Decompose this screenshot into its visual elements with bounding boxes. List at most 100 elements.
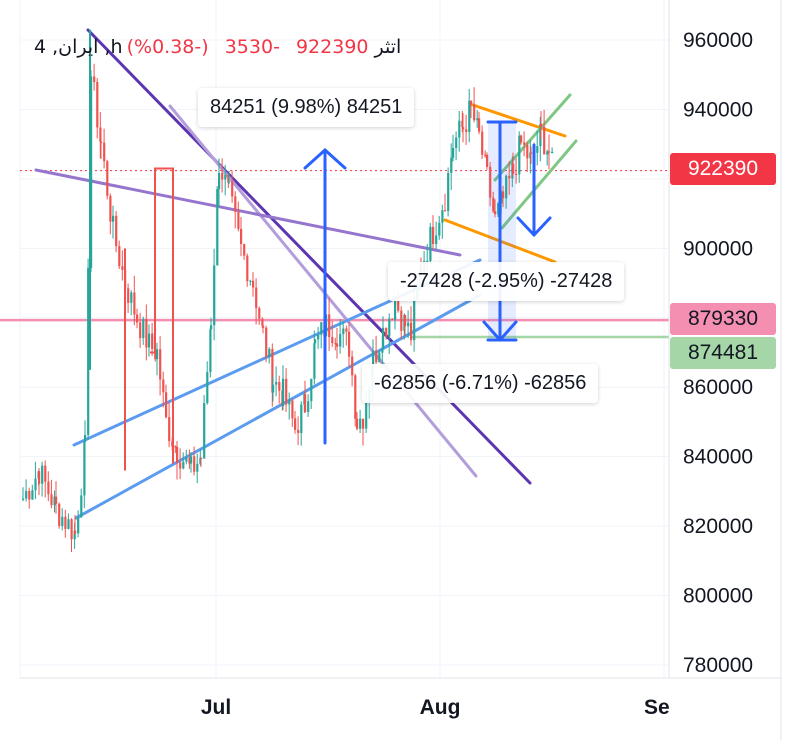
candle-body (282, 378, 285, 407)
candle-body (342, 328, 345, 335)
candle-body (462, 127, 465, 130)
candle-body (508, 175, 511, 179)
candle-body (540, 123, 543, 127)
price-tick-label: 820000 (683, 515, 753, 538)
candle-body (34, 478, 37, 491)
candle-body (64, 516, 67, 529)
time-axis[interactable]: Jul Aug Se (201, 696, 670, 719)
horizontal-levels (0, 170, 669, 339)
candle-body (41, 465, 44, 484)
candle-body (165, 392, 168, 418)
candle-body (450, 157, 453, 173)
candle-body (304, 393, 307, 412)
price-tick-label: 780000 (683, 654, 753, 677)
candle-body (130, 292, 133, 303)
candle-body (84, 435, 87, 442)
candle-body (278, 381, 281, 391)
price-tick-label: 840000 (683, 446, 753, 469)
candle-body (515, 173, 518, 176)
candle-body (543, 126, 546, 155)
candle-body (400, 310, 403, 331)
candle-body (159, 349, 162, 380)
price-tick-label: 860000 (683, 376, 753, 399)
candle-body (345, 328, 348, 332)
candle-body (115, 215, 118, 247)
candle-body (320, 322, 323, 335)
candle-body (252, 280, 255, 288)
candle-body (435, 235, 438, 245)
candle-body (285, 378, 288, 405)
candle-body (87, 267, 90, 436)
candle-body (188, 457, 191, 464)
candle-body (261, 318, 264, 326)
candle-body (112, 215, 115, 222)
candle-body (334, 343, 337, 345)
measure-band (488, 122, 516, 338)
candle-body (394, 301, 397, 320)
current-price-tag: 922390 (670, 153, 776, 185)
candle-body (388, 318, 391, 337)
candle-body (243, 243, 246, 256)
trend-line-light-purple (168, 104, 478, 478)
candle-body (484, 154, 487, 156)
candle-body (429, 226, 432, 261)
candle-body (179, 462, 182, 469)
candle-body (404, 315, 407, 327)
measure-label-aug-drop: -27428 (-2.95%) -27428 (388, 262, 625, 301)
candle-body (489, 166, 492, 198)
candle-body (67, 519, 70, 529)
candle-body (31, 490, 34, 500)
candle-body (494, 211, 497, 215)
candle-body (310, 378, 313, 402)
candle-body (224, 174, 227, 180)
measure-label-jul-drop: -62856 (-6.71%) -62856 (362, 364, 599, 403)
candle-body (174, 446, 177, 448)
candle-body (362, 418, 365, 429)
candle-body (271, 348, 274, 393)
candle-body (426, 260, 429, 263)
candle-body (96, 82, 99, 128)
candle-body (106, 161, 109, 196)
candle-body (300, 404, 303, 434)
candle-body (476, 118, 479, 121)
candle-body (314, 339, 317, 344)
candle-body (185, 457, 188, 462)
candle-body (103, 142, 106, 162)
trend-line-dark-purple (86, 28, 532, 485)
candle-body (458, 120, 461, 138)
candle-body (221, 173, 224, 180)
candle-body (313, 343, 316, 379)
candle-body (520, 135, 523, 143)
small-drop-arrow-head-left (516, 216, 536, 237)
candle-body (142, 318, 145, 339)
channel-line-lower (74, 293, 482, 520)
candle-body (381, 349, 384, 353)
flag-green-lower (500, 139, 578, 230)
candle-body (339, 334, 342, 347)
candle-body (213, 265, 216, 326)
flag-line-upper (468, 102, 567, 138)
rise-arrow-head-left (303, 148, 327, 170)
candle-body (190, 456, 193, 464)
rise-arrow-head-right (323, 148, 347, 170)
small-drop-arrow-head-right (532, 216, 552, 237)
candle-body (231, 181, 234, 197)
candle-body (397, 301, 400, 311)
candle-body (55, 496, 58, 504)
candle-body (546, 151, 549, 155)
candle-body (548, 151, 551, 153)
candle-body (275, 381, 278, 385)
candle-body (502, 191, 505, 199)
candle-body (168, 417, 171, 442)
candle-body (297, 429, 300, 434)
candle-body (182, 461, 185, 469)
candle-block (150, 167, 174, 464)
candle-body (413, 300, 416, 341)
candle-body (465, 129, 468, 132)
candle-body (258, 308, 261, 319)
candle-body (109, 195, 112, 222)
candle-body (145, 318, 148, 348)
candle-body (551, 151, 554, 154)
candle-body (294, 418, 297, 430)
candle-body (156, 349, 159, 360)
